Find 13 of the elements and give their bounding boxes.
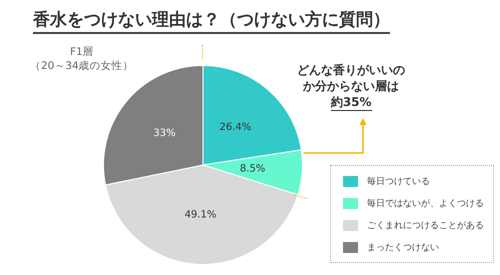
chart-title: 香水をつけない理由は？（つけない方に質問） (33, 8, 390, 34)
text: F1層 (69, 45, 95, 59)
data-label: 8.5% (240, 163, 266, 174)
legend-label: 毎日ではないが、よくつける (367, 198, 484, 210)
data-label: 26.4% (219, 122, 252, 133)
text: （20～34歳の女性） (30, 59, 134, 73)
text: 約35% (330, 95, 372, 111)
data-label: 49.1% (184, 209, 216, 220)
legend-label: ごくまれにつけることがある (367, 220, 484, 232)
legend-label: 毎日つけている (367, 176, 430, 188)
data-label: 33% (153, 128, 176, 140)
legend-label: まったくつけない (367, 242, 439, 254)
text: どんな香りがいいのか分からない層は (296, 62, 406, 94)
